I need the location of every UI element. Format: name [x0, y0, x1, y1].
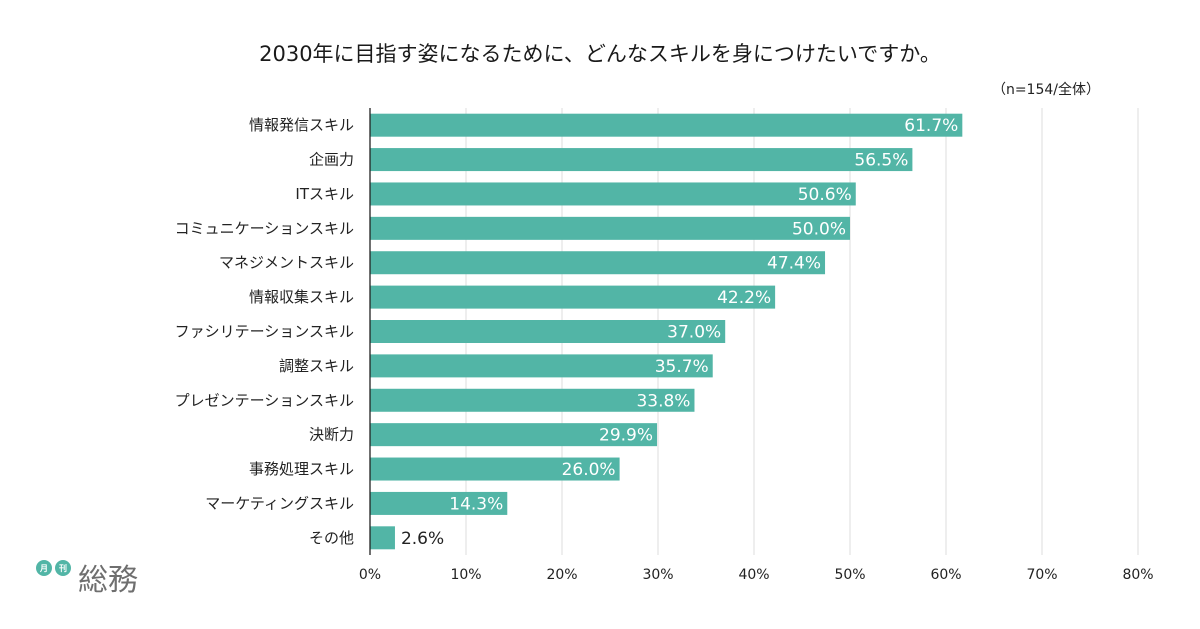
bar-12 — [370, 526, 395, 550]
category-label-9: 決断力 — [309, 426, 354, 444]
logo-main-text: 総務 — [78, 563, 138, 598]
x-tick-label-30: 30% — [642, 567, 673, 583]
bars — [370, 113, 963, 550]
chart-title: 2030年に目指す姿になるために、どんなスキルを身につけたいですか。 — [259, 42, 941, 66]
bar-7 — [370, 354, 713, 378]
value-label-3: 50.0% — [792, 219, 846, 239]
logo-badge-2 — [55, 560, 71, 576]
bar-10 — [370, 457, 620, 481]
value-label-12: 2.6% — [401, 529, 444, 549]
category-label-1: 企画力 — [309, 151, 354, 169]
value-label-4: 47.4% — [767, 254, 821, 274]
category-label-10: 事務処理スキル — [249, 460, 354, 478]
category-label-12: その他 — [309, 529, 354, 547]
x-tick-label-70: 70% — [1026, 567, 1057, 583]
category-label-5: 情報収集スキル — [249, 288, 354, 306]
x-tick-label-80: 80% — [1122, 567, 1153, 583]
value-label-6: 37.0% — [667, 323, 721, 343]
value-label-8: 33.8% — [636, 391, 690, 411]
x-tick-label-10: 10% — [450, 567, 481, 583]
category-label-8: プレゼンテーションスキル — [175, 391, 354, 409]
bar-0 — [370, 113, 963, 137]
x-tick-label-40: 40% — [738, 567, 769, 583]
category-label-11: マーケティングスキル — [205, 494, 354, 512]
value-label-11: 14.3% — [449, 494, 503, 514]
bar-8 — [370, 388, 695, 412]
category-label-7: 調整スキル — [279, 357, 354, 375]
value-label-5: 42.2% — [717, 288, 771, 308]
x-axis-ticks: 0% 10% 20% 30% 40% 50% 60% 70% 80% — [359, 567, 1154, 583]
category-labels: 情報発信スキル 61.7% 企画力 56.5% ITスキル 50.6% コミュニケーションス… — [175, 116, 959, 549]
value-label-10: 26.0% — [562, 460, 616, 480]
logo-badge-1 — [36, 560, 52, 576]
category-label-2: ITスキル — [295, 185, 354, 203]
bar-1 — [370, 148, 913, 172]
publisher-logo: 月 刊 総務 — [36, 560, 138, 598]
bar-3 — [370, 216, 850, 240]
value-label-2: 50.6% — [798, 185, 852, 205]
x-tick-label-50: 50% — [834, 567, 865, 583]
bar-2 — [370, 182, 856, 206]
sample-size-note: （n=154/全体） — [992, 81, 1100, 98]
x-tick-label-20: 20% — [546, 567, 577, 583]
bar-11 — [370, 491, 508, 515]
bar-5 — [370, 285, 776, 309]
value-label-0: 61.7% — [904, 116, 958, 136]
value-label-1: 56.5% — [854, 151, 908, 171]
category-label-4: マネジメントスキル — [219, 254, 354, 272]
value-label-7: 35.7% — [655, 357, 709, 377]
category-label-3: コミュニケーションスキル — [175, 219, 354, 237]
category-label-0: 情報発信スキル — [249, 116, 354, 134]
bar-4 — [370, 251, 826, 275]
x-tick-label-0: 0% — [359, 567, 381, 583]
bar-9 — [370, 423, 658, 447]
category-label-6: ファシリテーションスキル — [175, 323, 354, 341]
value-label-9: 29.9% — [599, 426, 653, 446]
logo-small-1: 月 — [39, 564, 48, 573]
logo-small-2: 刊 — [59, 563, 67, 573]
bar-6 — [370, 320, 726, 343]
x-tick-label-60: 60% — [930, 567, 961, 583]
